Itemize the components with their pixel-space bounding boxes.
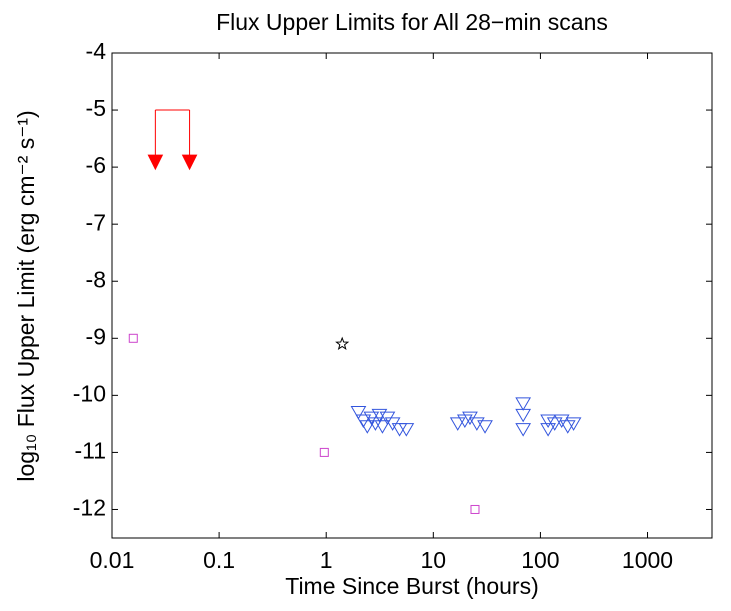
y-tick-label: -6 [86,152,106,178]
triangle-marker [398,423,415,437]
triangle-marker [477,420,493,434]
y-tick-label: -4 [86,38,107,64]
x-tick-label: 1000 [622,547,673,573]
triangle-marker [371,408,388,423]
y-tick-label: -5 [86,95,106,121]
y-tick-label: -7 [86,209,106,235]
triangle-marker [359,420,376,434]
y-tick-label: -8 [86,266,106,292]
y-tick-label: -11 [74,437,106,463]
x-tick-label: 0.1 [203,547,235,573]
triangle-marker [449,417,466,431]
triangle-marker [540,414,556,429]
x-tick-label: 10 [421,547,447,573]
y-tick-label: -10 [73,380,106,406]
star-marker [335,336,350,351]
y-axis-label: log₁₀ Flux Upper Limit (erg cm⁻² s⁻¹) [13,110,39,481]
square-marker [319,447,329,457]
y-tick-label: -12 [73,495,106,521]
square-marker [128,333,138,343]
square-marker [470,504,480,514]
y-tick-label: -9 [86,323,106,349]
triangle-marker [515,408,532,423]
plot-frame [111,52,713,539]
triangle-marker [515,397,532,411]
x-tick-label: 0.01 [90,547,135,573]
triangle-marker [546,417,563,431]
x-axis-label: Time Since Burst (hours) [285,573,539,599]
upper-limit-arrow [181,110,198,171]
triangle-marker [367,417,384,431]
triangle-marker [350,405,367,420]
upper-limit-arrow [147,110,164,171]
triangle-marker [565,417,582,431]
triangle-marker [515,423,532,437]
triangle-marker [540,423,556,437]
x-tick-label: 100 [521,547,559,573]
x-tick-label: 1 [320,547,333,573]
triangle-marker [374,420,391,434]
chart-title: Flux Upper Limits for All 28−min scans [216,9,608,35]
